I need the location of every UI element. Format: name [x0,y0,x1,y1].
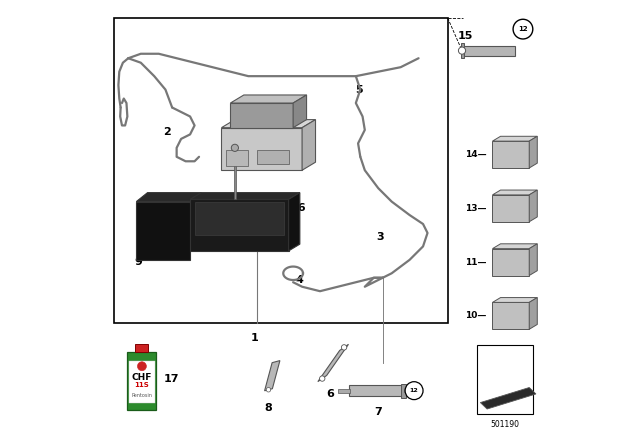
Polygon shape [230,95,307,103]
Text: 12: 12 [481,349,494,359]
Circle shape [138,362,147,371]
Bar [493,302,529,329]
Bar [493,141,529,168]
Text: 9: 9 [134,257,142,267]
Bar [226,150,248,166]
Circle shape [405,382,423,400]
Bar [114,18,448,323]
Text: 13—: 13— [465,204,486,213]
Text: Pentosin: Pentosin [131,393,152,398]
Bar [493,249,529,276]
Bar [230,103,293,128]
Bar [338,389,351,393]
Polygon shape [302,120,316,170]
Bar [477,345,532,414]
Text: 10—: 10— [465,311,486,320]
Bar [401,384,406,398]
Circle shape [458,47,466,54]
Text: 17: 17 [164,374,180,383]
Text: 7: 7 [374,407,381,417]
Text: 16: 16 [291,203,307,213]
Circle shape [319,376,325,381]
Text: 501190: 501190 [490,420,519,429]
Polygon shape [529,190,538,222]
Text: 14—: 14— [465,150,486,159]
Text: 12: 12 [410,388,419,393]
Text: 15: 15 [458,31,474,41]
Circle shape [266,388,271,392]
Circle shape [231,144,239,151]
Bar [349,385,403,396]
Bar [463,46,515,56]
Bar [257,150,289,164]
Polygon shape [493,244,538,249]
Text: 2: 2 [163,127,171,137]
Bar [190,199,289,251]
Circle shape [513,19,532,39]
Polygon shape [293,95,307,128]
Polygon shape [493,297,538,302]
Text: 11S: 11S [134,382,149,388]
Polygon shape [289,193,300,251]
Polygon shape [529,297,538,329]
Bar [136,344,148,352]
Bar [221,128,302,170]
Text: CHF: CHF [132,373,152,382]
Circle shape [404,388,410,394]
Polygon shape [529,136,538,168]
Text: 4: 4 [296,275,303,285]
Bar [127,352,157,410]
Text: 3: 3 [376,233,383,242]
Polygon shape [136,202,190,260]
Polygon shape [493,136,538,141]
Polygon shape [136,193,202,202]
Polygon shape [481,388,536,409]
Polygon shape [529,244,538,276]
Polygon shape [221,120,316,128]
Bar [461,43,464,58]
Circle shape [341,345,347,350]
Bar [195,202,284,236]
Text: 12: 12 [518,26,528,32]
Bar [234,164,236,199]
Polygon shape [264,361,280,391]
Text: 6: 6 [327,389,335,399]
Text: 11—: 11— [465,258,486,267]
Bar [493,195,529,222]
Polygon shape [318,344,349,382]
Text: 1: 1 [251,333,259,343]
Polygon shape [190,193,300,199]
Polygon shape [493,190,538,195]
Text: 8: 8 [264,403,272,413]
Text: 5: 5 [355,85,363,95]
Bar [129,361,155,403]
